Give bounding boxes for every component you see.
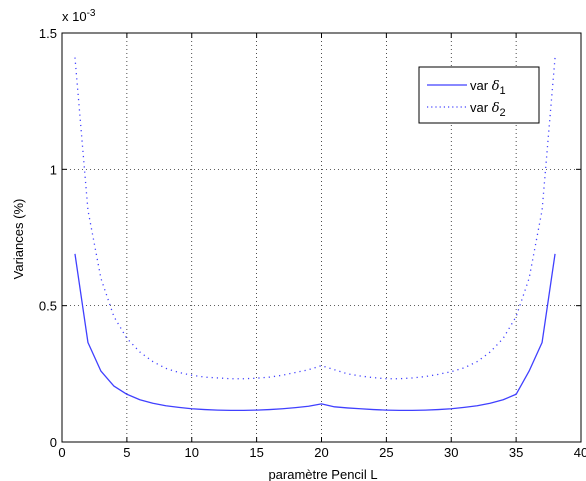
x-tick-label: 20 xyxy=(314,445,328,460)
x-tick-label: 5 xyxy=(123,445,130,460)
y-tick-label: 0.5 xyxy=(39,299,57,314)
y-tick-label: 0 xyxy=(50,435,57,450)
legend-entry-delta2: var δ2 xyxy=(470,100,506,119)
y-tick-label: 1 xyxy=(50,162,57,177)
legend-box xyxy=(418,66,540,124)
x-tick-label: 30 xyxy=(444,445,458,460)
x-tick-label: 25 xyxy=(379,445,393,460)
y-multiplier-label: x 10-3 xyxy=(62,8,96,24)
y-tick-label: 1.5 xyxy=(39,26,57,41)
axis-ticks: 0 5 10 15 20 25 30 35 40 0 0.5 1 1.5 xyxy=(39,26,586,460)
series-line-delta1 xyxy=(74,253,556,412)
y-axis-label: Variances (%) xyxy=(11,199,26,280)
series-line-delta2 xyxy=(74,57,556,380)
x-tick-label: 10 xyxy=(185,445,199,460)
x-tick-label: 15 xyxy=(249,445,263,460)
grid xyxy=(62,33,581,442)
x-tick-label: 0 xyxy=(58,445,65,460)
x-axis-label: paramètre Pencil L xyxy=(268,467,377,481)
legend: var δ1 var δ2 xyxy=(418,66,540,124)
series-lines xyxy=(74,57,556,412)
legend-entry-delta1: var δ1 xyxy=(470,78,506,97)
x-tick-label: 35 xyxy=(509,445,523,460)
x-tick-label: 40 xyxy=(574,445,586,460)
